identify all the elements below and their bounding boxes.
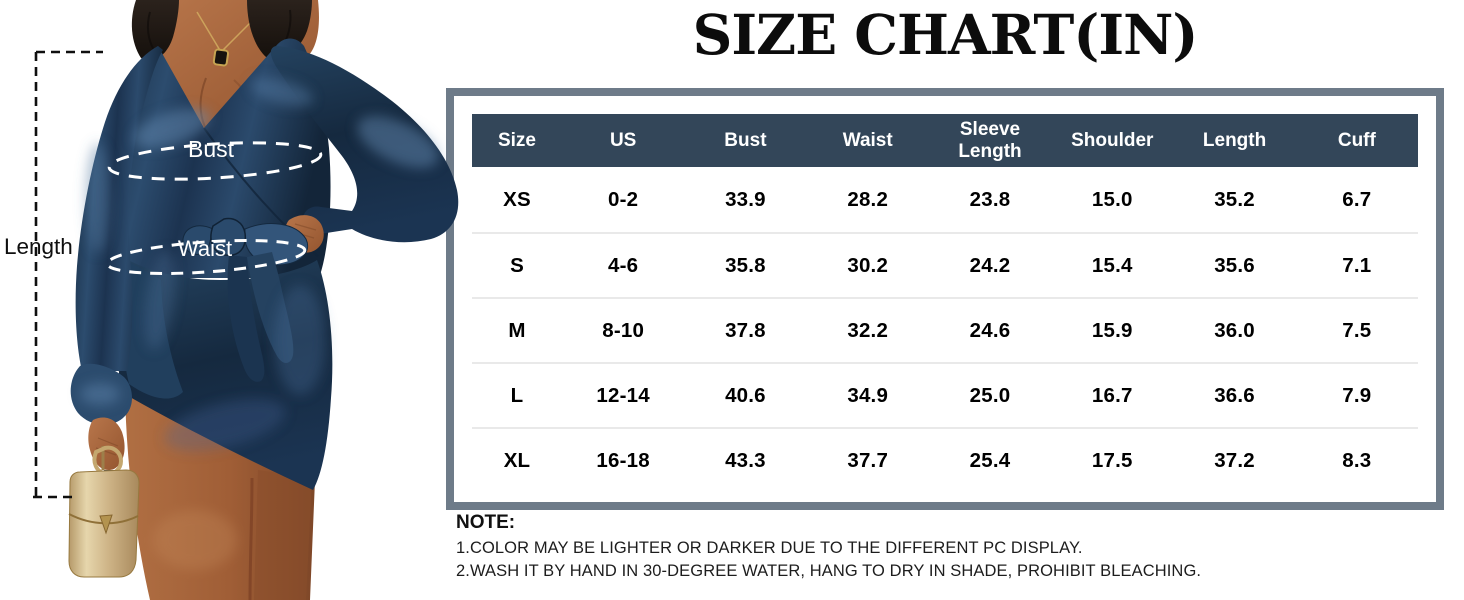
waist-measure-ellipse [105,239,307,275]
table-row-l: L 12-14 40.6 34.9 25.0 16.7 36.6 7.9 [472,362,1418,427]
table-cell: 15.4 [1091,253,1133,277]
table-cell: 35.2 [1214,187,1255,211]
column-header-length: Length [1202,129,1267,151]
column-header-bust: Bust [724,129,767,151]
table-cell: S [510,253,524,277]
table-cell: 28.2 [847,187,889,211]
dress-left-sleeve [70,46,163,425]
table-cell: 15.9 [1091,318,1133,342]
table-cell: 17.5 [1091,448,1133,472]
table-cell: 25.4 [969,448,1011,472]
table-cell: 32.2 [847,318,889,342]
column-header-us: US [609,129,637,151]
model-photo: Length Bust Waist [0,0,470,600]
note-section: NOTE: 1.COLOR MAY BE LIGHTER OR DARKER D… [456,512,1256,583]
gold-handbag [68,445,140,578]
table-row-xs: XS 0-2 33.9 28.2 23.8 15.0 35.2 6.7 [472,167,1418,232]
note-line-1: 1.COLOR MAY BE LIGHTER OR DARKER DUE TO … [456,539,1083,557]
table-cell: XL [503,448,531,472]
table-cell: 8.3 [1342,448,1372,472]
table-cell: 24.2 [969,253,1011,277]
table-cell: 0-2 [608,187,639,211]
table-cell: 34.9 [847,383,889,407]
length-label: Length [4,234,73,259]
waist-measure: Waist [105,236,307,275]
bust-measure: Bust [107,136,323,181]
size-chart-panel: Size US Bust Waist Sleeve Length Shoulde… [446,88,1444,510]
waist-label: Waist [178,236,232,261]
column-header-shoulder: Shoulder [1071,129,1154,151]
table-cell: 7.5 [1342,318,1372,342]
table-cell: 4-6 [608,253,639,277]
table-cell: 7.1 [1342,253,1372,277]
table-cell: 33.9 [725,187,766,211]
table-cell: 37.2 [1214,448,1255,472]
table-cell: 36.6 [1214,383,1255,407]
table-cell: 36.0 [1214,318,1255,342]
table-cell: M [508,318,526,342]
necklace [196,11,254,67]
model-skin [141,0,319,130]
size-chart-header-row: Size US Bust Waist Sleeve Length Shoulde… [472,114,1418,167]
table-cell: 43.3 [725,448,766,472]
column-header-waist: Waist [842,129,893,151]
column-header-size: Size [497,129,537,151]
dress-right-sleeve [270,46,459,243]
model-right-hand [285,215,324,253]
satin-sheen [80,77,439,452]
table-cell: 35.8 [725,253,766,277]
size-chart-body: XS 0-2 33.9 28.2 23.8 15.0 35.2 6.7 S 4-… [472,167,1418,492]
dress-bodice [102,38,331,278]
dress-skirt [117,260,333,490]
model-hair [131,0,312,61]
table-cell: 6.7 [1342,187,1372,211]
table-cell: 25.0 [969,383,1011,407]
model-left-hand [88,417,125,471]
table-row-s: S 4-6 35.8 30.2 24.2 15.4 35.6 7.1 [472,232,1418,297]
bust-label: Bust [188,136,235,162]
table-cell: 40.6 [725,383,766,407]
table-cell: 23.8 [969,187,1011,211]
length-measure-bracket: Length [4,50,103,499]
table-cell: 37.7 [847,448,889,472]
model-photo-svg: Length Bust Waist [4,0,459,600]
table-cell: 37.8 [725,318,766,342]
table-cell: 8-10 [602,318,645,342]
column-header-cuff: Cuff [1337,129,1376,151]
table-cell: 12-14 [596,383,650,407]
model-legs [125,390,315,600]
table-cell: L [510,383,524,407]
table-row-xl: XL 16-18 43.3 37.7 25.4 17.5 37.2 8.3 [472,427,1418,492]
table-cell: 35.6 [1214,253,1255,277]
table-cell: 30.2 [847,253,889,277]
table-cell: 24.6 [969,318,1011,342]
table-cell: 16-18 [596,448,650,472]
waist-tie-bow [182,217,308,382]
table-cell: XS [503,187,531,211]
note-line-2: 2.WASH IT BY HAND IN 30-DEGREE WATER, HA… [456,562,1202,581]
table-row-m: M 8-10 37.8 32.2 24.6 15.9 36.0 7.5 [472,297,1418,362]
table-cell: 15.0 [1091,187,1133,211]
column-header-sleeve-length: Sleeve Length [958,119,1022,162]
table-cell: 7.9 [1342,383,1372,407]
bust-measure-ellipse [107,141,323,181]
page-title: SIZE CHART(IN) [692,2,1199,67]
table-cell: 16.7 [1091,383,1133,407]
note-heading: NOTE: [456,512,516,533]
